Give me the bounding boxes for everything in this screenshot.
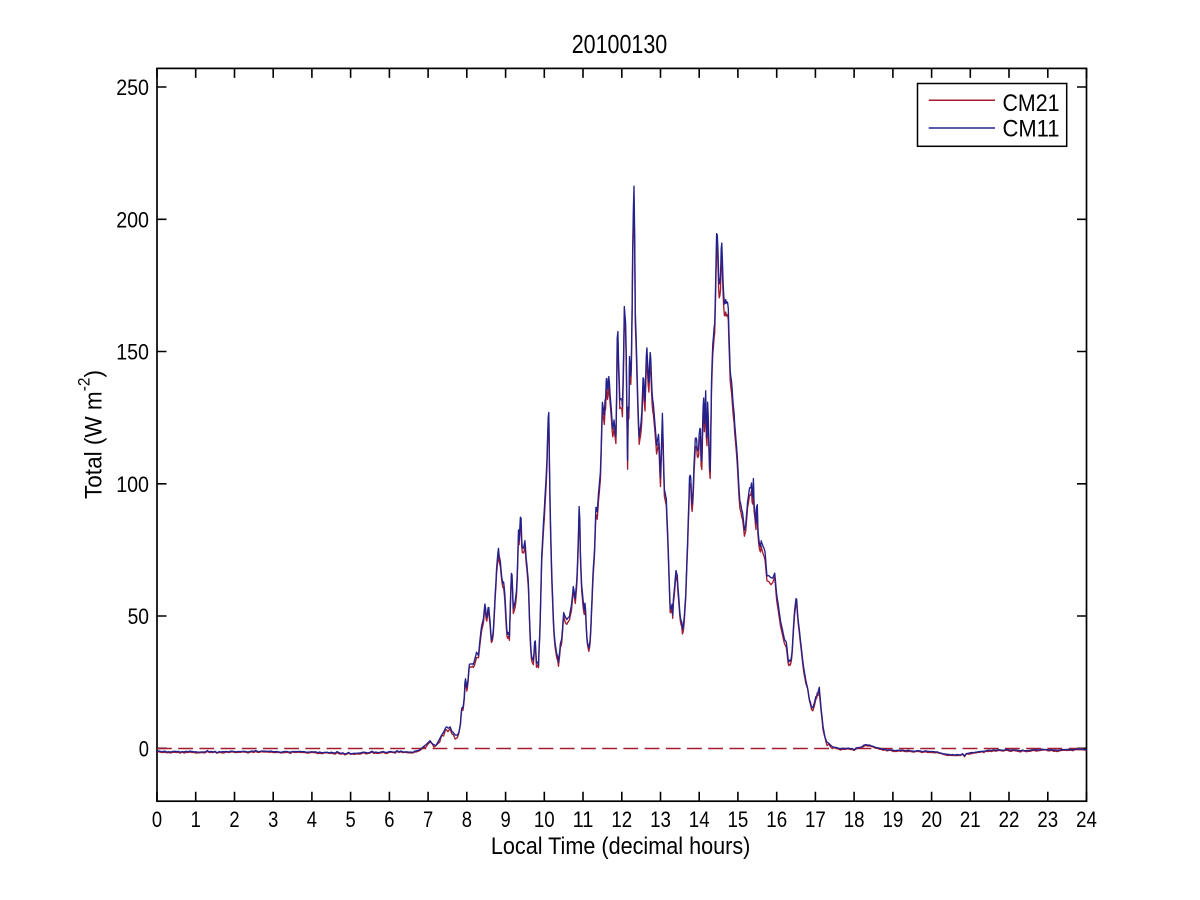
svg-text:0: 0 [139, 736, 149, 761]
svg-text:Total (W m-2): Total (W m-2) [75, 370, 107, 499]
svg-text:8: 8 [462, 807, 472, 832]
svg-text:9: 9 [501, 807, 511, 832]
svg-text:10: 10 [534, 807, 555, 832]
svg-text:18: 18 [844, 807, 865, 832]
svg-text:1: 1 [191, 807, 201, 832]
svg-text:3: 3 [268, 807, 278, 832]
svg-text:0: 0 [152, 807, 162, 832]
svg-text:23: 23 [1037, 807, 1058, 832]
svg-text:7: 7 [423, 807, 433, 832]
svg-text:150: 150 [116, 340, 149, 365]
svg-text:15: 15 [728, 807, 749, 832]
svg-text:250: 250 [116, 75, 149, 100]
svg-text:CM11: CM11 [1003, 116, 1060, 143]
svg-text:22: 22 [999, 807, 1020, 832]
svg-text:50: 50 [128, 604, 149, 629]
svg-text:20100130: 20100130 [572, 31, 668, 59]
svg-text:200: 200 [116, 207, 149, 232]
svg-text:CM21: CM21 [1003, 90, 1060, 117]
svg-text:12: 12 [611, 807, 632, 832]
svg-text:21: 21 [960, 807, 981, 832]
svg-text:13: 13 [650, 807, 671, 832]
svg-text:11: 11 [573, 807, 594, 832]
svg-text:4: 4 [307, 807, 317, 832]
svg-text:100: 100 [116, 472, 149, 497]
svg-text:Local Time (decimal hours): Local Time (decimal hours) [491, 833, 751, 860]
svg-text:2: 2 [229, 807, 239, 832]
svg-text:14: 14 [689, 807, 710, 832]
svg-text:20: 20 [921, 807, 942, 832]
svg-text:19: 19 [883, 807, 904, 832]
svg-text:5: 5 [346, 807, 356, 832]
svg-text:17: 17 [805, 807, 826, 832]
svg-text:6: 6 [384, 807, 394, 832]
svg-text:16: 16 [766, 807, 787, 832]
svg-text:24: 24 [1076, 807, 1097, 832]
